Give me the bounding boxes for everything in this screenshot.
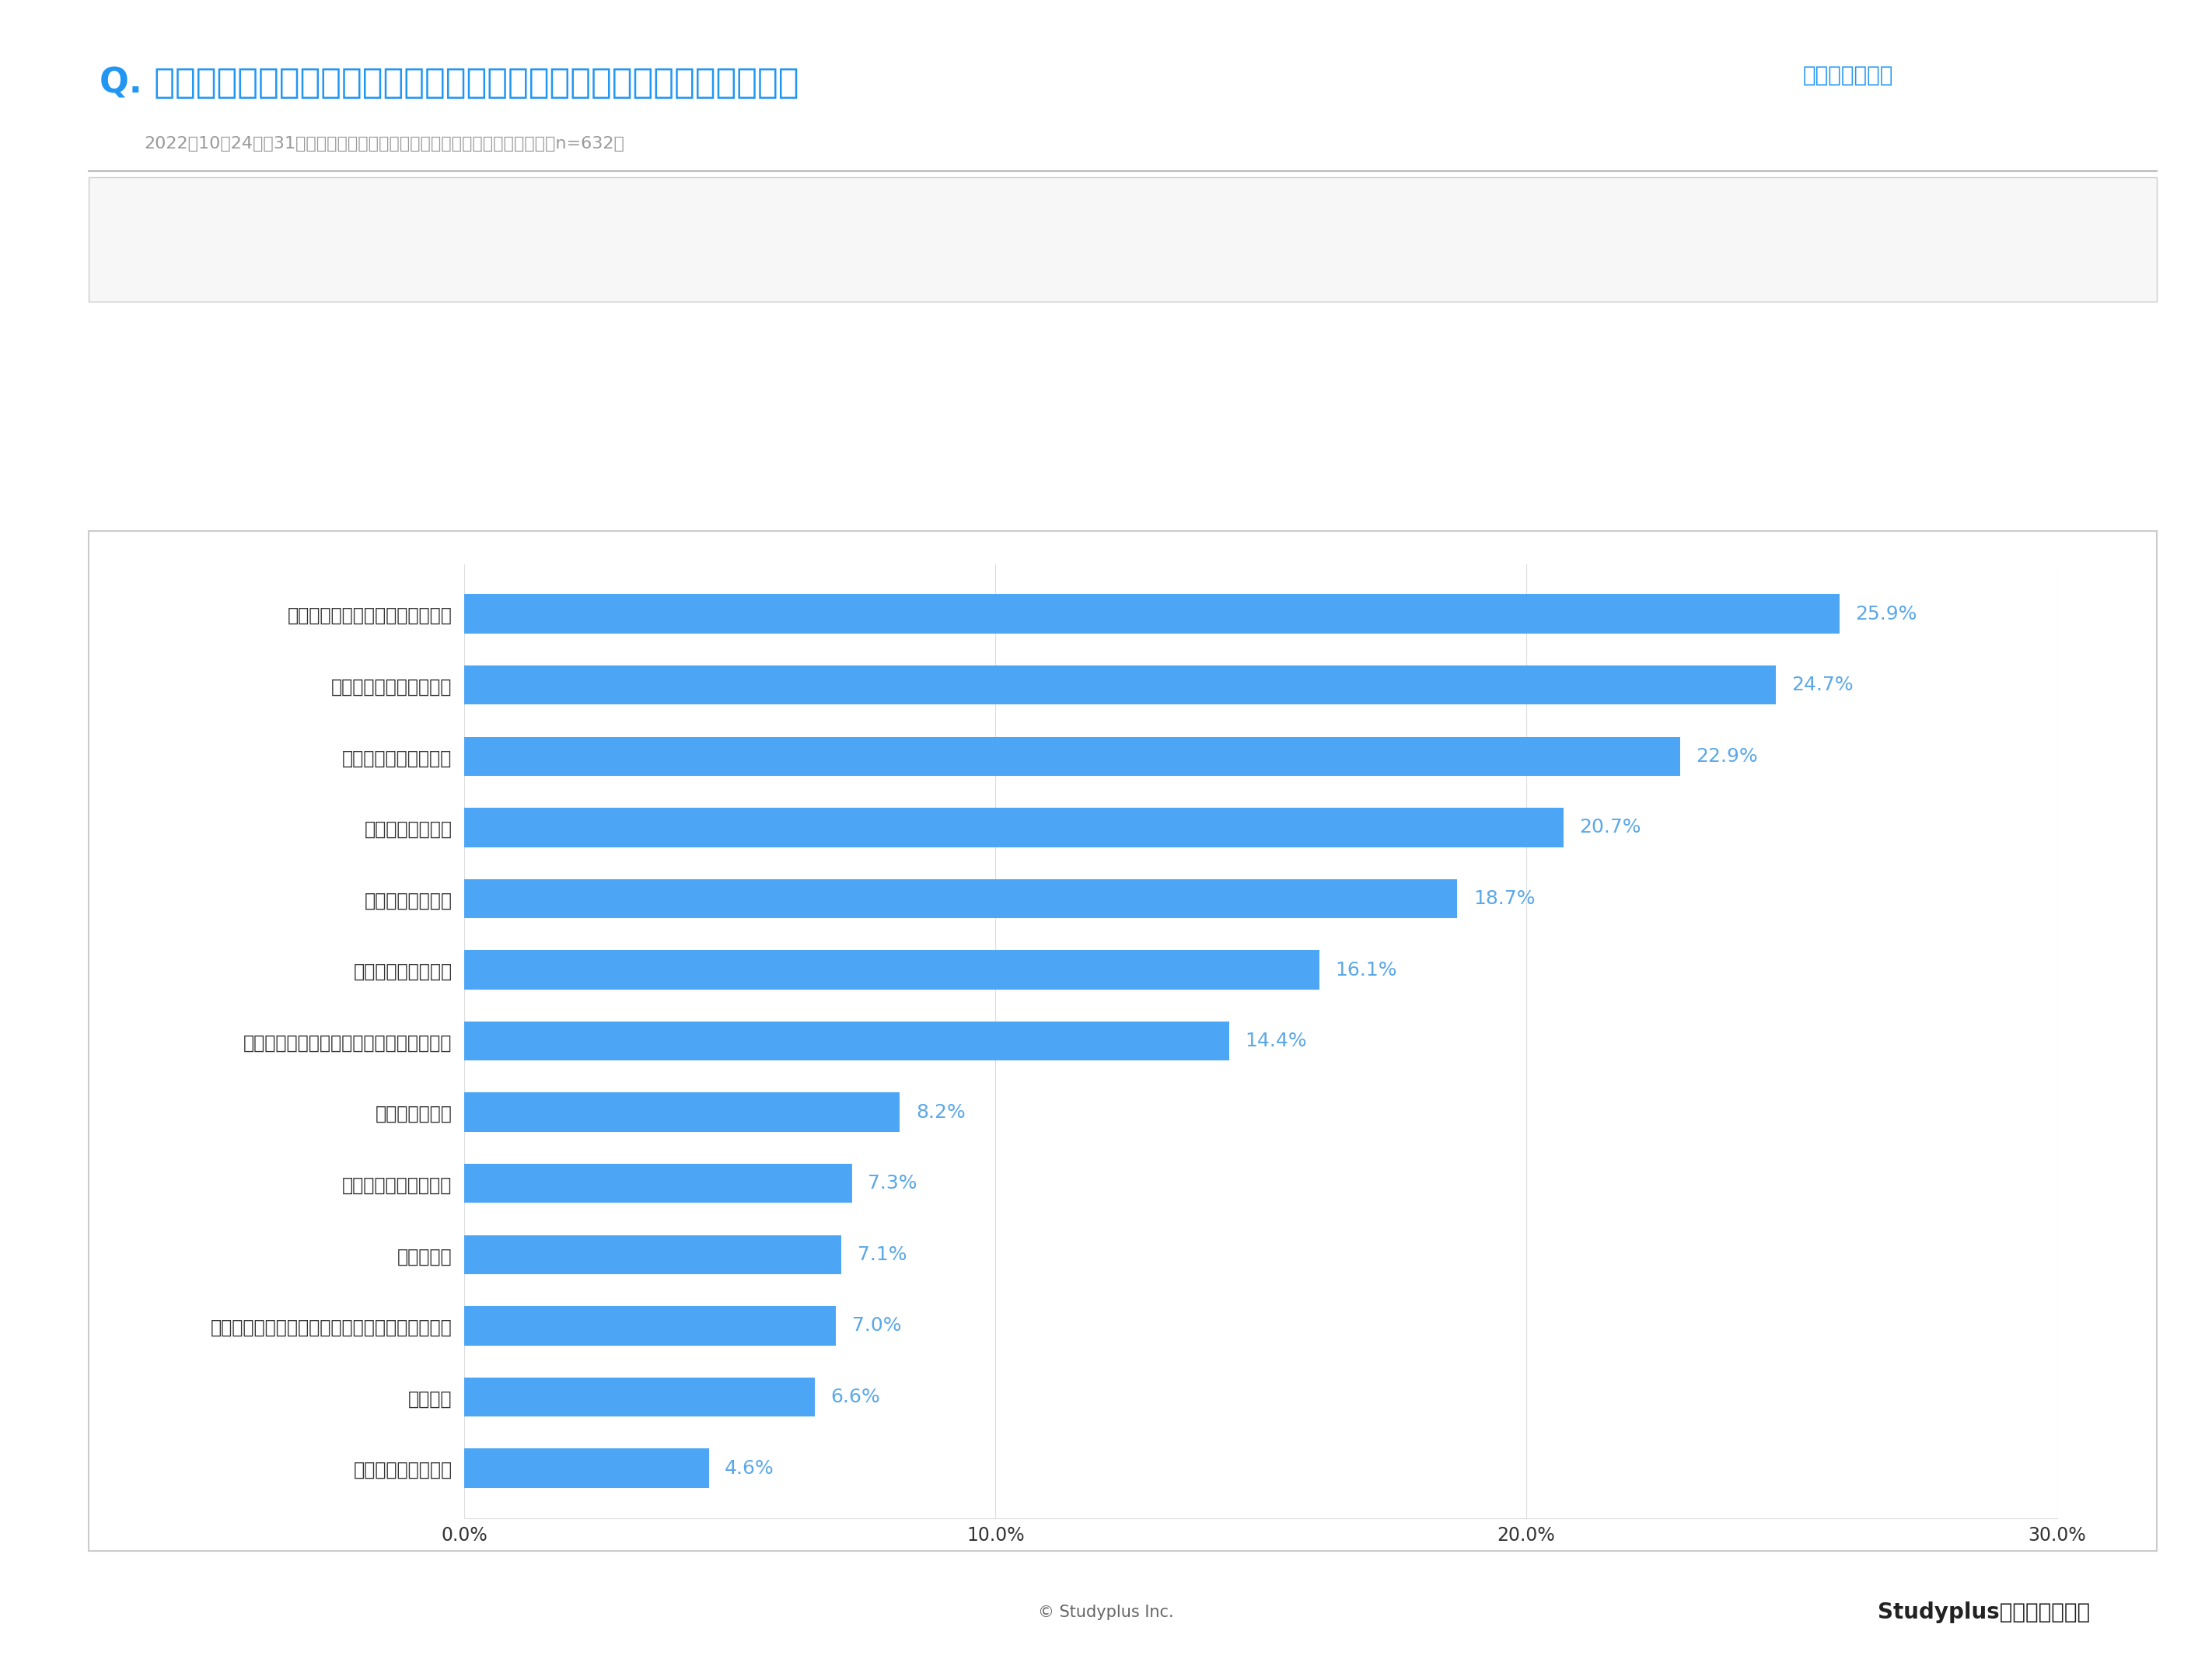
Text: （複数選択可）: （複数選択可） [1803, 65, 1893, 86]
Text: 25.9%: 25.9% [1856, 604, 1918, 624]
Bar [465, 665, 1776, 705]
Bar [465, 1022, 1230, 1060]
Bar [465, 1093, 900, 1131]
Text: 7.0%: 7.0% [852, 1317, 902, 1335]
Text: ・その他20%以上だった項目は「研究テーマ・業績・評価」「大学内の雰囲気・校風」「授業カリキュラム」。: ・その他20%以上だった項目は「研究テーマ・業績・評価」「大学内の雰囲気・校風」… [122, 244, 728, 262]
Text: 18.7%: 18.7% [1473, 889, 1535, 907]
Text: Studyplusトレンド研究所: Studyplusトレンド研究所 [1878, 1601, 2090, 1624]
Text: 20.7%: 20.7% [1579, 818, 1641, 836]
Text: 22.9%: 22.9% [1697, 747, 1759, 765]
Bar [465, 1377, 814, 1417]
Text: © Studyplus Inc.: © Studyplus Inc. [1037, 1604, 1175, 1621]
Bar [465, 737, 1681, 776]
Text: 14.4%: 14.4% [1245, 1032, 1307, 1050]
Bar [465, 879, 1458, 917]
Bar [465, 1234, 841, 1274]
Bar [465, 808, 1564, 848]
Bar [465, 1165, 852, 1203]
Text: 6.6%: 6.6% [832, 1387, 880, 1407]
Text: 7.1%: 7.1% [858, 1246, 907, 1264]
Text: 7.3%: 7.3% [867, 1175, 918, 1193]
Bar [465, 951, 1318, 989]
Text: 8.2%: 8.2% [916, 1103, 964, 1121]
Text: 4.6%: 4.6% [726, 1458, 774, 1478]
Text: 24.7%: 24.7% [1792, 675, 1854, 695]
Text: Q. 進路指導の際に、現在不足していると感じる大学情報はありますか？: Q. 進路指導の際に、現在不足していると感じる大学情報はありますか？ [100, 66, 799, 100]
Text: 16.1%: 16.1% [1336, 961, 1398, 979]
Bar [465, 594, 1840, 634]
Text: ・最も多かったのは「卒業生の就職状況・就職支援体制」。: ・最も多かったのは「卒業生の就職状況・就職支援体制」。 [122, 192, 436, 211]
Bar [465, 1306, 836, 1345]
Text: 2022年10月24日～31日「全国の高等学校における進路指導に関する調査」（n=632）: 2022年10月24日～31日「全国の高等学校における進路指導に関する調査」（n… [144, 136, 624, 151]
Bar [465, 1448, 708, 1488]
